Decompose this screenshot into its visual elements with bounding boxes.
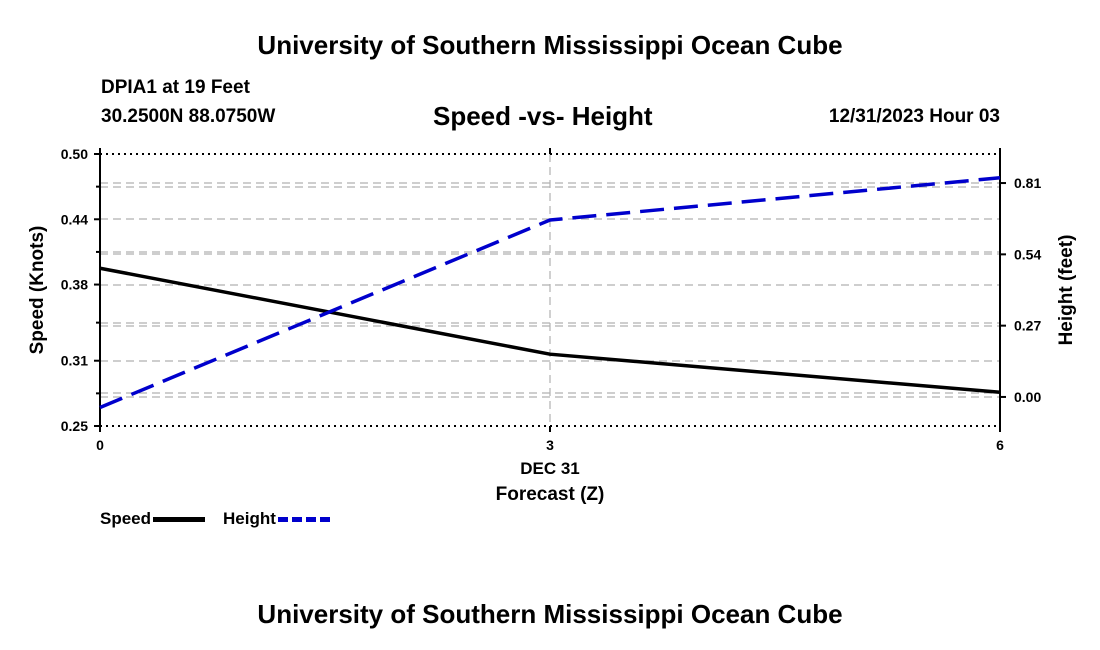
x-axis-sublabel: DEC 31 [520, 459, 580, 478]
legend: Speed Height [100, 509, 348, 529]
y2-axis-label: Height (feet) [1056, 235, 1077, 346]
y-tick-label: 0.44 [61, 211, 88, 227]
y2-tick-label: 0.27 [1014, 318, 1041, 334]
station-coordinates: 30.2500N 88.0750W [101, 106, 276, 127]
y2-tick-label: 0.54 [1014, 246, 1041, 262]
legend-speed-label: Speed [100, 509, 152, 528]
station-label: DPIA1 at 19 Feet [101, 77, 250, 98]
x-axis-label: Forecast (Z) [496, 484, 605, 505]
x-tick-label: 6 [996, 437, 1004, 453]
y-tick-label: 0.50 [61, 146, 88, 162]
legend-height-label: Height [223, 509, 276, 528]
legend-height-swatch [277, 516, 330, 522]
y-tick-label: 0.31 [61, 353, 88, 369]
y2-tick-label: 0.81 [1014, 175, 1041, 191]
y-tick-label: 0.38 [61, 277, 88, 293]
legend-item-height: Height [223, 509, 330, 529]
y-tick-label: 0.25 [61, 418, 88, 434]
x-tick-label: 0 [96, 437, 104, 453]
legend-item-speed: Speed [100, 509, 206, 529]
chart-datetime: 12/31/2023 Hour 03 [828, 106, 1000, 127]
page-title: University of Southern Mississippi Ocean… [257, 30, 843, 60]
y-axis-label: Speed (Knots) [27, 226, 48, 355]
y2-tick-label: 0.00 [1014, 389, 1041, 405]
footer-title: University of Southern Mississippi Ocean… [257, 599, 843, 629]
x-tick-label: 3 [546, 437, 554, 453]
legend-speed-swatch [153, 516, 206, 522]
chart-subtitle: Speed -vs- Height [433, 101, 653, 131]
